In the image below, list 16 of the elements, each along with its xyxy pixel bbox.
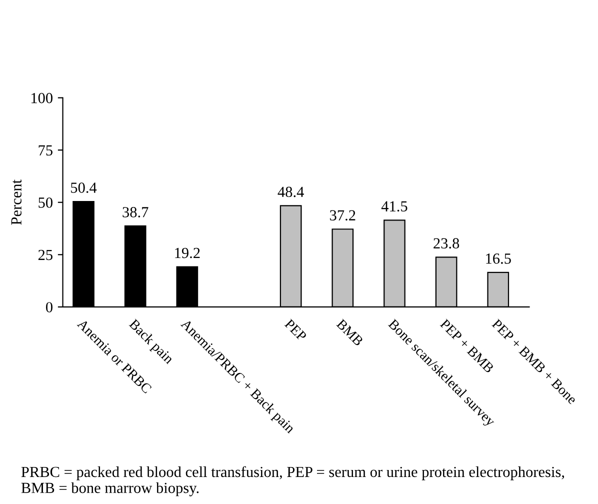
y-axis-title: Percent — [11, 180, 22, 225]
data-label: 16.5 — [486, 254, 511, 264]
data-label: 38.7 — [122, 207, 148, 218]
text: PRBC = packed red blood cell transfusion, PEP = serum or urine protein electrophoresis, BMB = bone marrow biopsy. — [21, 466, 564, 496]
data-label: 23.8 — [434, 238, 460, 249]
data-label: 50.4 — [71, 182, 97, 193]
x-tick-label: PEP — [284, 318, 307, 342]
data-label: 48.4 — [278, 186, 304, 198]
data-label: 41.5 — [381, 201, 408, 212]
y-tick-label: 75 — [38, 145, 52, 156]
y-tick-label: 100 — [31, 92, 52, 104]
data-label: 37.2 — [330, 210, 356, 221]
y-tick-label: 0 — [46, 302, 52, 312]
y-tick-label: 50 — [38, 197, 52, 208]
data-label: 19.2 — [175, 248, 200, 258]
y-tick-label: 25 — [38, 250, 52, 260]
